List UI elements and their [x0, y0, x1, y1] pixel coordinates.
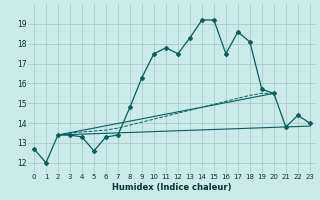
- X-axis label: Humidex (Indice chaleur): Humidex (Indice chaleur): [112, 183, 232, 192]
